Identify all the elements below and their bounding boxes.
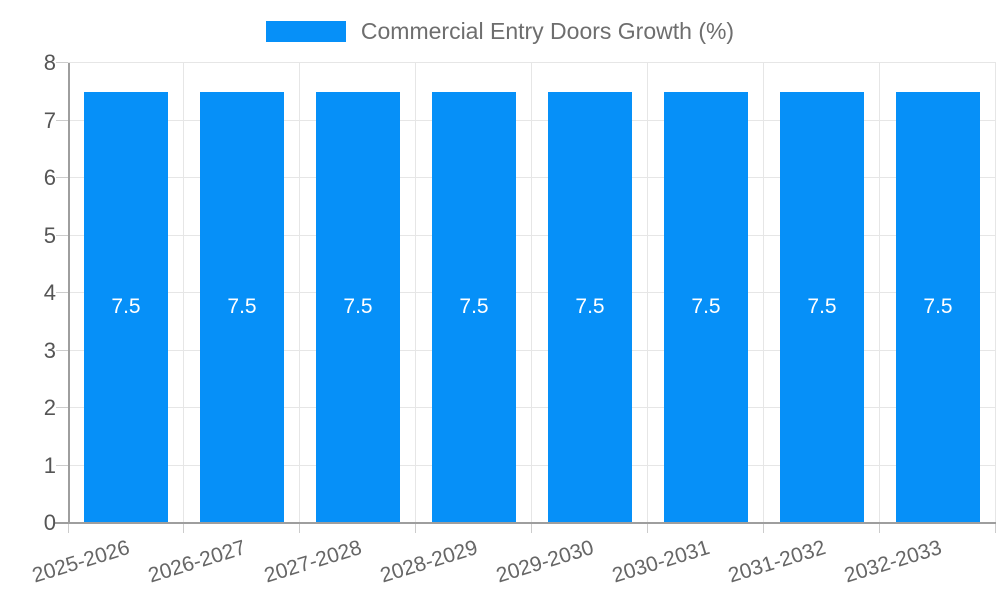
bar-value-label: 7.5 bbox=[343, 295, 373, 319]
h-gridline bbox=[68, 464, 996, 466]
h-gridline bbox=[68, 349, 996, 351]
y-axis-tick bbox=[56, 119, 68, 121]
x-axis-line bbox=[55, 522, 996, 524]
y-axis-label: 6 bbox=[43, 165, 56, 190]
bar[interactable]: 7.5 bbox=[316, 91, 400, 523]
y-axis-label: 5 bbox=[43, 222, 56, 248]
y-axis-line bbox=[68, 63, 70, 523]
y-axis-tick bbox=[56, 234, 68, 236]
y-axis-label: 3 bbox=[43, 337, 56, 363]
y-axis-label: 1 bbox=[43, 452, 56, 478]
x-axis-tick bbox=[879, 524, 880, 533]
x-axis-tick bbox=[183, 524, 184, 533]
h-gridline bbox=[68, 119, 996, 121]
x-axis-tick bbox=[647, 524, 648, 533]
h-gridline bbox=[68, 234, 996, 236]
v-gridline bbox=[879, 63, 880, 523]
y-axis-label: 7 bbox=[43, 107, 56, 133]
y-axis-tick bbox=[56, 62, 68, 63]
v-gridline bbox=[647, 63, 648, 523]
y-axis-tick bbox=[56, 177, 68, 178]
legend-label: Commercial Entry Doors Growth (%) bbox=[360, 18, 735, 44]
y-axis-tick bbox=[56, 349, 68, 351]
y-axis-label: 2 bbox=[43, 395, 56, 420]
bar[interactable]: 7.5 bbox=[84, 91, 168, 523]
bar-value-label: 7.5 bbox=[227, 295, 257, 319]
plot-area: 7.5 7.5 7.5 7.5 7.5 7.5 7.5 7.5 bbox=[55, 62, 996, 533]
bar[interactable]: 7.5 bbox=[896, 91, 980, 523]
bar[interactable]: 7.5 bbox=[200, 91, 284, 523]
legend-swatch bbox=[265, 21, 346, 42]
y-axis-tick bbox=[56, 292, 68, 293]
y-axis-label: 8 bbox=[43, 50, 56, 75]
bar-value-label: 7.5 bbox=[807, 295, 837, 319]
x-axis-tick bbox=[531, 524, 532, 533]
bar-value-label: 7.5 bbox=[923, 295, 953, 319]
bar[interactable]: 7.5 bbox=[780, 91, 864, 523]
x-axis-tick bbox=[995, 524, 996, 533]
v-gridline bbox=[183, 63, 184, 523]
v-gridline bbox=[763, 63, 764, 523]
h-gridline bbox=[68, 177, 996, 178]
y-axis-tick bbox=[56, 407, 68, 408]
bar[interactable]: 7.5 bbox=[432, 91, 516, 523]
v-gridline bbox=[299, 63, 300, 523]
y-axis-label: 4 bbox=[43, 280, 56, 305]
x-axis-tick bbox=[299, 524, 300, 533]
h-gridline bbox=[68, 292, 996, 293]
y-axis-label: 0 bbox=[43, 510, 56, 535]
x-axis-tick bbox=[68, 524, 69, 533]
bar-value-label: 7.5 bbox=[459, 295, 489, 319]
v-gridline bbox=[531, 63, 532, 523]
h-gridline bbox=[68, 407, 996, 408]
v-gridline bbox=[415, 63, 416, 523]
bar[interactable]: 7.5 bbox=[548, 91, 632, 523]
bar-value-label: 7.5 bbox=[575, 295, 605, 319]
bar[interactable]: 7.5 bbox=[664, 91, 748, 523]
bar-value-label: 7.5 bbox=[691, 295, 721, 319]
legend[interactable]: Commercial Entry Doors Growth (%) bbox=[0, 18, 1000, 45]
y-axis-tick bbox=[56, 464, 68, 466]
v-gridline bbox=[995, 63, 996, 523]
h-gridline bbox=[68, 62, 996, 63]
x-axis-tick bbox=[415, 524, 416, 533]
x-axis-tick bbox=[763, 524, 764, 533]
bar-value-label: 7.5 bbox=[111, 295, 141, 319]
